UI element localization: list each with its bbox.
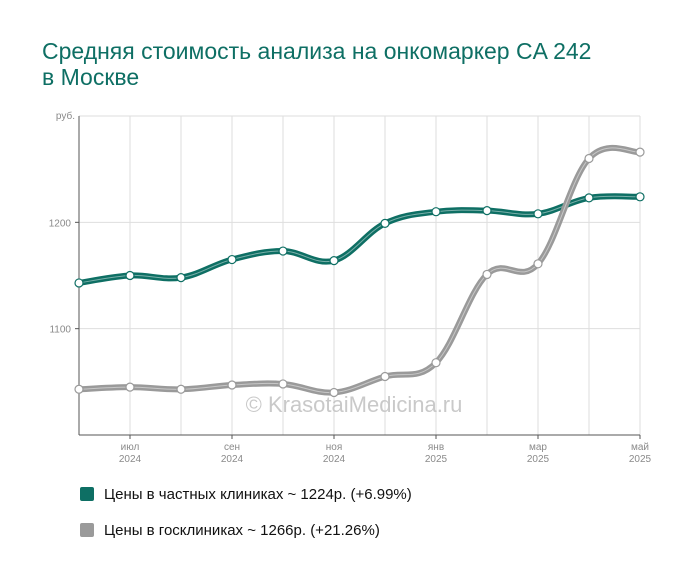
watermark-text: © KrasotaiMedicina.ru	[246, 392, 463, 417]
data-point-private[interactable]	[74, 278, 84, 288]
legend-swatch-public	[80, 523, 94, 537]
data-point-private[interactable]	[431, 207, 441, 217]
x-tick-label-year: 2024	[323, 454, 346, 465]
data-point-public[interactable]	[227, 380, 237, 390]
axes	[75, 116, 641, 439]
x-tick-label-month: сен	[224, 442, 240, 453]
series-lines	[76, 144, 643, 396]
data-point-public[interactable]	[329, 387, 339, 398]
data-point-public[interactable]	[584, 153, 594, 164]
data-points	[74, 147, 645, 398]
data-point-private[interactable]	[533, 209, 543, 219]
x-tick-label-year: 2024	[119, 454, 142, 465]
data-point-public[interactable]	[74, 384, 84, 394]
x-tick-label-year: 2025	[425, 454, 448, 465]
x-tick-label-month: янв	[428, 442, 444, 453]
series-line-public	[76, 144, 643, 396]
data-point-private[interactable]	[278, 246, 288, 256]
data-point-public[interactable]	[635, 147, 645, 157]
data-point-private[interactable]	[635, 192, 645, 202]
data-point-private[interactable]	[482, 206, 492, 216]
x-tick-label-month: май	[631, 442, 649, 453]
chart-title: Средняя стоимость анализа на онкомаркер …	[42, 38, 592, 90]
grid-lines	[78, 115, 641, 435]
legend-label-public: Цены в госклиниках ~ 1266р. (+21.26%)	[104, 521, 380, 539]
data-point-private[interactable]	[176, 273, 186, 283]
legend-swatch-private	[80, 487, 94, 501]
data-point-public[interactable]	[431, 358, 441, 368]
data-point-private[interactable]	[584, 193, 594, 203]
data-point-public[interactable]	[482, 269, 492, 280]
tick-labels: руб.11001200июл2024сен2024ноя2024янв2025…	[49, 110, 652, 465]
x-tick-label-year: 2024	[221, 454, 244, 465]
legend-item-public[interactable]: Цены в госклиниках ~ 1266р. (+21.26%)	[80, 520, 412, 540]
data-point-private[interactable]	[227, 254, 237, 265]
legend-item-private[interactable]: Цены в частных клиниках ~ 1224р. (+6.99%…	[80, 484, 412, 504]
x-tick-label-month: июл	[121, 442, 140, 453]
y-tick-label: 1100	[49, 325, 71, 336]
legend-label-private: Цены в частных клиниках ~ 1224р. (+6.99%…	[104, 485, 412, 503]
data-point-private[interactable]	[329, 256, 339, 266]
x-tick-label-month: мар	[529, 442, 547, 453]
data-point-public[interactable]	[125, 382, 135, 392]
data-point-public[interactable]	[278, 379, 288, 389]
data-point-private[interactable]	[380, 218, 390, 228]
series-line-highlight-public	[78, 147, 641, 394]
legend: Цены в частных клиниках ~ 1224р. (+6.99%…	[80, 484, 412, 556]
data-point-public[interactable]	[176, 384, 186, 394]
x-tick-label-year: 2025	[527, 454, 550, 465]
data-point-private[interactable]	[125, 270, 135, 281]
x-tick-label-month: ноя	[326, 442, 343, 453]
x-tick-label-year: 2025	[629, 454, 652, 465]
y-tick-label: 1200	[49, 218, 72, 229]
line-chart: © KrasotaiMedicina.ru руб.11001200июл202…	[49, 110, 652, 465]
data-point-public[interactable]	[533, 259, 543, 269]
data-point-public[interactable]	[380, 371, 390, 382]
y-axis-unit-label: руб.	[56, 110, 75, 122]
